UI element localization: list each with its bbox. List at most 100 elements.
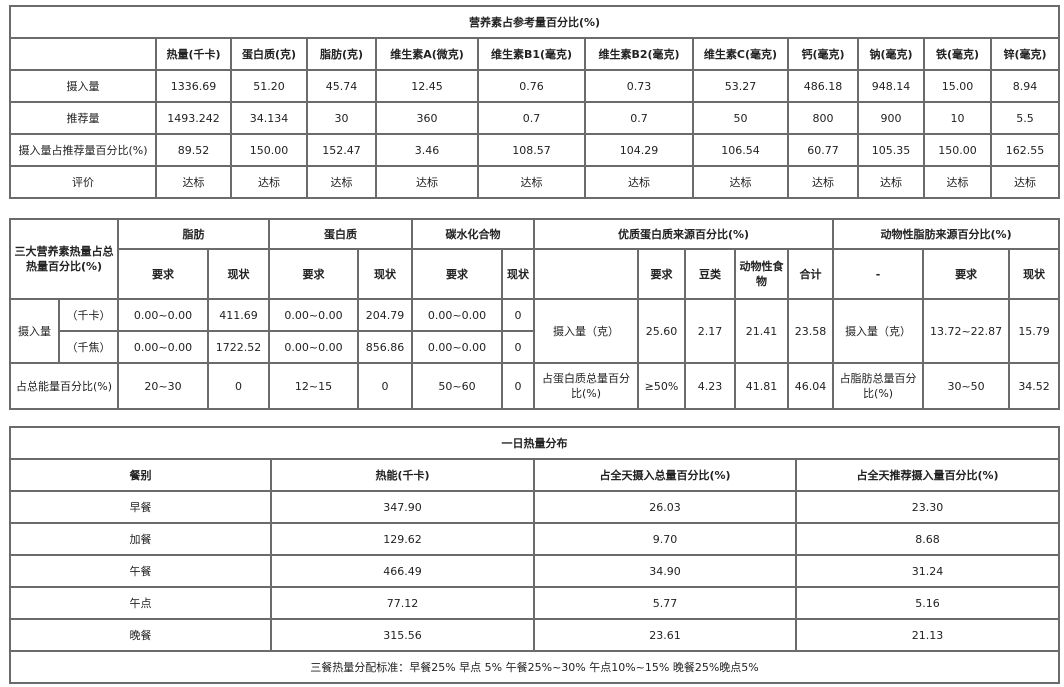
- row-label: 摄入量（克）: [533, 298, 640, 364]
- table-cell: 129.62: [270, 522, 535, 556]
- table-row: 评价 达标 达标 达标 达标 达标 达标 达标 达标 达标 达标 达标: [9, 165, 1061, 199]
- table-cell: 34.52: [1008, 362, 1061, 410]
- table-cell: 30: [306, 101, 377, 135]
- column-header: 占全天摄入总量百分比(%): [533, 458, 797, 492]
- sub-header: 要求: [411, 248, 504, 300]
- group-header: 动物性脂肪来源百分比(%): [832, 218, 1061, 250]
- sub-header: 动物性食物: [734, 248, 790, 300]
- table-cell: 12~15: [268, 362, 360, 410]
- table-cell: 411.69: [207, 298, 271, 332]
- column-header: 热量(千卡): [155, 37, 232, 71]
- table-cell: 900: [857, 101, 925, 135]
- group-header: 碳水化合物: [411, 218, 536, 250]
- column-header: 热能(千卡): [270, 458, 535, 492]
- table-cell: 77.12: [270, 586, 535, 620]
- table-cell: 8.68: [795, 522, 1060, 556]
- table-cell: 89.52: [155, 133, 232, 167]
- sub-header: 豆类: [684, 248, 737, 300]
- column-header: 占全天推荐摄入量百分比(%): [795, 458, 1060, 492]
- table-cell: 150.00: [230, 133, 308, 167]
- sub-header: 要求: [117, 248, 210, 300]
- table-cell: 486.18: [787, 69, 859, 103]
- table-cell: 315.56: [270, 618, 535, 652]
- table-cell: 34.134: [230, 101, 308, 135]
- sub-header: -: [832, 248, 925, 300]
- column-header: 维生素C(毫克): [692, 37, 789, 71]
- sub-header: 要求: [637, 248, 687, 300]
- table-cell: 0.76: [477, 69, 586, 103]
- column-header: 锌(毫克): [989, 37, 1061, 71]
- table-cell: 0: [501, 298, 536, 332]
- table-row: 加餐 129.62 9.70 8.68: [9, 522, 1060, 556]
- row-label: 占蛋白质总量百分比(%): [533, 362, 640, 410]
- table-cell: 0.00~0.00: [411, 330, 504, 364]
- column-header: 铁(毫克): [923, 37, 992, 71]
- table-cell: 0: [207, 362, 271, 410]
- meal-energy-table: 一日热量分布 餐别 热能(千卡) 占全天摄入总量百分比(%) 占全天推荐摄入量百分比(…: [9, 426, 1060, 684]
- corner-header: 三大营养素热量占总热量百分比(%): [8, 218, 120, 300]
- table-cell: 1493.242: [155, 101, 232, 135]
- table-cell: 150.00: [923, 133, 992, 167]
- table-cell: 0: [357, 362, 414, 410]
- table-row: 推荐量 1493.242 34.134 30 360 0.7 0.7 50 800 900 10 5.…: [9, 101, 1061, 135]
- table-cell: 0.73: [584, 69, 694, 103]
- sub-header: 合计: [787, 248, 835, 300]
- column-header: 脂肪(克): [306, 37, 377, 71]
- table-cell: 达标: [923, 165, 992, 199]
- table-cell: 0.00~0.00: [411, 298, 504, 332]
- table-cell: 0.00~0.00: [117, 330, 210, 364]
- sub-header: 要求: [922, 248, 1011, 300]
- table-cell: 26.03: [533, 490, 797, 524]
- sub-header: [533, 248, 640, 300]
- table-cell: 0.7: [584, 101, 694, 135]
- table-cell: 60.77: [787, 133, 859, 167]
- table-cell: 856.86: [357, 330, 414, 364]
- unit-label: （千卡）: [57, 298, 120, 332]
- group-header: 蛋白质: [268, 218, 414, 250]
- table-cell: 9.70: [533, 522, 797, 556]
- table-row: 午点 77.12 5.77 5.16: [9, 586, 1060, 620]
- group-header: 优质蛋白质来源百分比(%): [533, 218, 835, 250]
- table-cell: 41.81: [734, 362, 790, 410]
- table-cell: 达标: [692, 165, 789, 199]
- table-row: 晚餐 315.56 23.61 21.13: [9, 618, 1060, 652]
- table-cell: 51.20: [230, 69, 308, 103]
- table-footer-note: 三餐热量分配标准：早餐25% 早点 5% 午餐25%~30% 午点10%~15%…: [9, 650, 1060, 684]
- table-cell: 达标: [477, 165, 586, 199]
- table-cell: 466.49: [270, 554, 535, 588]
- row-label: 午餐: [9, 554, 272, 588]
- table-cell: 360: [375, 101, 479, 135]
- table-cell: 31.24: [795, 554, 1060, 588]
- nutrient-reference-table: 营养素占参考量百分比(%) 热量(千卡) 蛋白质(克) 脂肪(克) 维生素A(微克) 维…: [8, 5, 1061, 199]
- table-cell: 34.90: [533, 554, 797, 588]
- table-title: 一日热量分布: [9, 426, 1060, 460]
- table-cell: 2.17: [684, 298, 737, 364]
- table-cell: 1336.69: [155, 69, 232, 103]
- table-cell: 23.61: [533, 618, 797, 652]
- table-cell: 15.00: [923, 69, 992, 103]
- table-cell: 53.27: [692, 69, 789, 103]
- table-cell: 0.00~0.00: [117, 298, 210, 332]
- row-label: 晚餐: [9, 618, 272, 652]
- column-header: 维生素A(微克): [375, 37, 479, 71]
- table-cell: 0.00~0.00: [268, 330, 360, 364]
- table-row: 摄入量 1336.69 51.20 45.74 12.45 0.76 0.73 53.27 48…: [9, 69, 1061, 103]
- group-header: 脂肪: [117, 218, 271, 250]
- column-header: 钠(毫克): [857, 37, 925, 71]
- column-header: 餐别: [9, 458, 272, 492]
- table-cell: 23.58: [787, 298, 835, 364]
- table-cell: 达标: [584, 165, 694, 199]
- row-label: 早餐: [9, 490, 272, 524]
- table-cell: 13.72~22.87: [922, 298, 1011, 364]
- table-cell: 10: [923, 101, 992, 135]
- table-cell: 达标: [787, 165, 859, 199]
- table-cell: 30~50: [922, 362, 1011, 410]
- sub-header: 现状: [357, 248, 414, 300]
- table-cell: 347.90: [270, 490, 535, 524]
- table-cell: 204.79: [357, 298, 414, 332]
- row-label: 摄入量: [9, 69, 157, 103]
- row-label: 加餐: [9, 522, 272, 556]
- row-label: 占脂肪总量百分比(%): [832, 362, 925, 410]
- table-cell: 1722.52: [207, 330, 271, 364]
- table-cell: 105.35: [857, 133, 925, 167]
